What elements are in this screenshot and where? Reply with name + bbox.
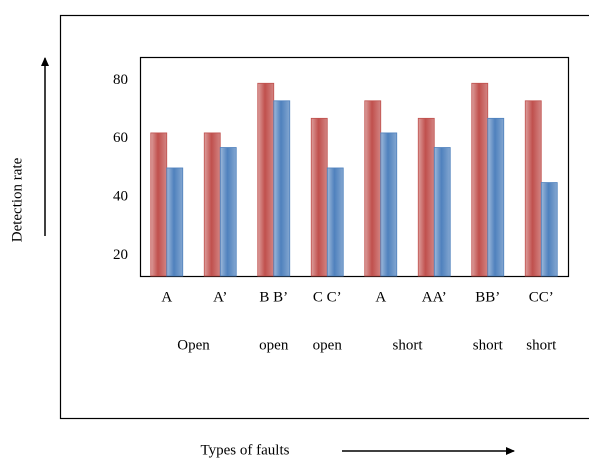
x-tick-label: CC’ <box>529 289 554 305</box>
x-group-label: Open <box>177 337 210 353</box>
bar <box>364 100 382 277</box>
x-group-label: open <box>259 337 289 353</box>
bar <box>326 167 344 277</box>
x-axis-label: Types of faults <box>201 442 290 458</box>
x-tick-label: A <box>161 289 172 305</box>
x-tick-label: BB’ <box>475 289 500 305</box>
bar <box>433 147 451 277</box>
plot-frame <box>139 56 570 278</box>
outer-frame <box>59 14 589 420</box>
x-group-label: open <box>313 337 343 353</box>
y-tick-label: 60 <box>113 130 128 146</box>
bar <box>150 132 168 277</box>
bar <box>273 100 291 277</box>
y-tick-label: 40 <box>113 189 128 205</box>
bar <box>417 117 435 277</box>
x-group-label: short <box>473 337 504 353</box>
y-axis-label: Detection rate <box>9 157 25 242</box>
bar <box>524 100 542 277</box>
x-tick-label: A <box>375 289 386 305</box>
x-tick-label: A’ <box>213 289 227 305</box>
x-tick-label: C C’ <box>313 289 342 305</box>
bar <box>203 132 221 277</box>
bar <box>257 82 275 277</box>
x-group-label: short <box>393 337 424 353</box>
bar <box>310 117 328 277</box>
y-tick-label: 20 <box>113 247 128 263</box>
y-tick-label: 80 <box>113 72 128 88</box>
bar <box>166 167 184 277</box>
x-tick-label: AA’ <box>422 289 447 305</box>
bar <box>487 117 505 277</box>
bar <box>219 147 237 277</box>
bar <box>471 82 489 277</box>
bar <box>380 132 398 277</box>
x-tick-label: B B’ <box>259 289 288 305</box>
x-group-label: short <box>526 337 557 353</box>
bar <box>540 182 558 277</box>
